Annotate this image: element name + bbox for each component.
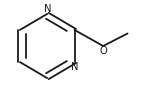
Text: N: N bbox=[72, 62, 79, 72]
Text: O: O bbox=[99, 46, 107, 56]
Text: N: N bbox=[44, 4, 52, 14]
